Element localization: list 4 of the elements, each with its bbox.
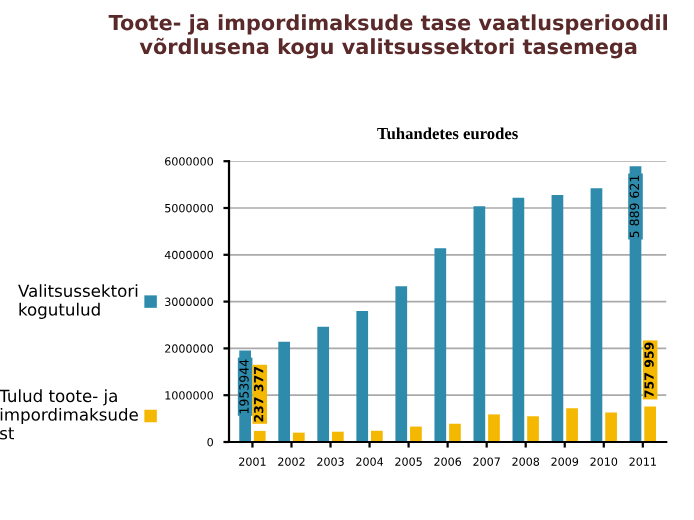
- legend-label: Tulud toote- ja impordimaksude st: [0, 389, 138, 440]
- chart-title: Toote- ja impordimaksude tase vaatlusperioodil võrdlusena kogu valitsussektori tasemega: [108, 14, 667, 59]
- chart-subtitle: Tuhandetes eurodes: [377, 127, 518, 140]
- legend-label: Valitsussektori kogutulud: [18, 284, 138, 319]
